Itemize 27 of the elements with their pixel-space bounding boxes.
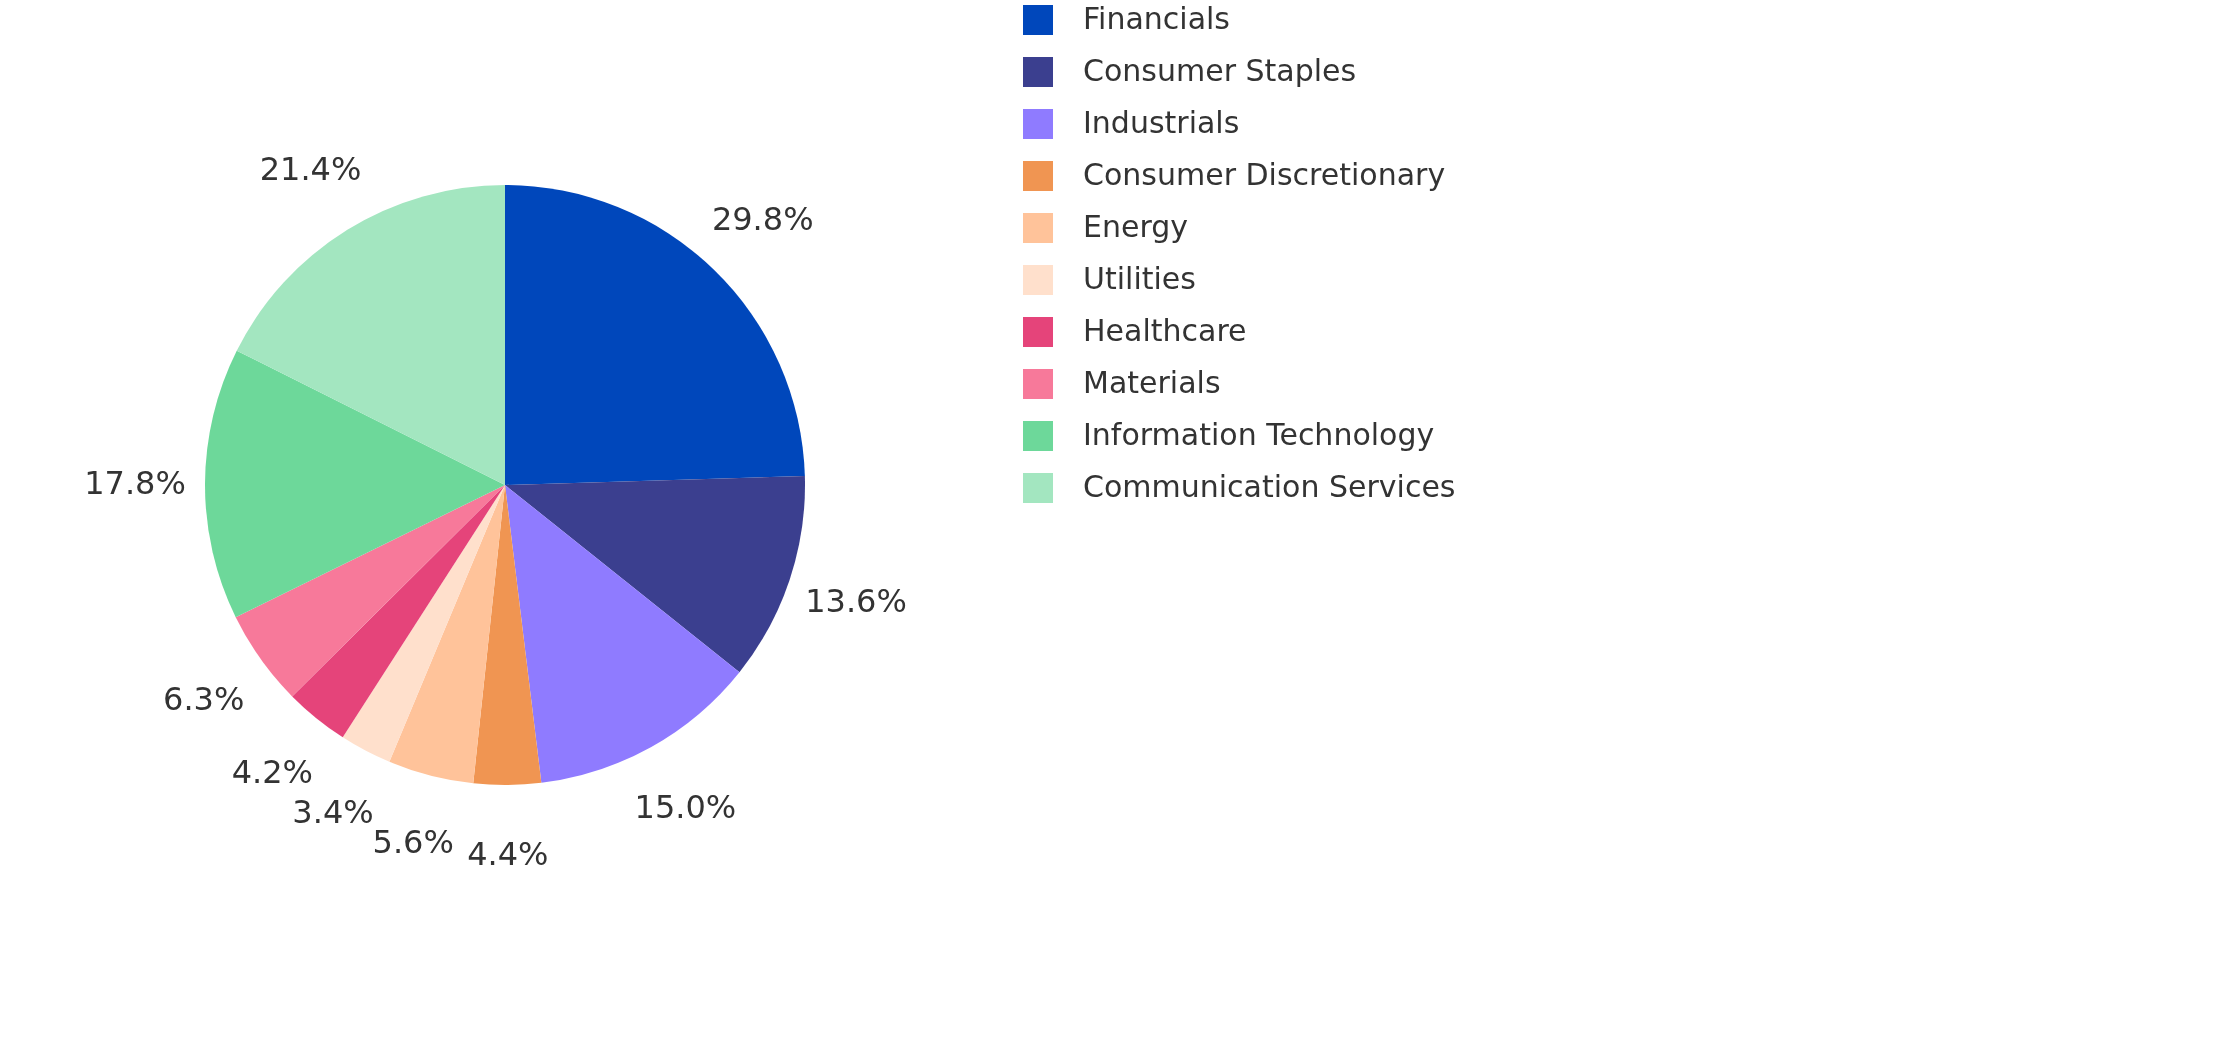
legend-label: Energy bbox=[1083, 209, 1189, 244]
legend-label: Materials bbox=[1083, 365, 1221, 400]
data-label: 4.4% bbox=[467, 834, 549, 873]
pie-slice bbox=[505, 485, 740, 783]
legend-label: Utilities bbox=[1083, 261, 1196, 296]
legend-label: Consumer Staples bbox=[1083, 53, 1357, 88]
legend-label: Healthcare bbox=[1083, 313, 1247, 348]
legend-label: Financials bbox=[1083, 1, 1230, 36]
data-label: 6.3% bbox=[163, 679, 245, 718]
pie-slice bbox=[389, 485, 505, 784]
data-label: 5.6% bbox=[372, 823, 454, 862]
legend-label: Communication Services bbox=[1083, 469, 1456, 504]
pie-slice bbox=[342, 485, 505, 762]
legend-label: Consumer Discretionary bbox=[1083, 157, 1446, 192]
data-label: 21.4% bbox=[259, 150, 362, 189]
legend-label: Industrials bbox=[1083, 105, 1240, 140]
pie-slice bbox=[505, 476, 805, 673]
pie-slice bbox=[236, 185, 505, 485]
data-label: 13.6% bbox=[805, 582, 907, 621]
pie-slice bbox=[292, 485, 505, 738]
pie-slice bbox=[205, 350, 505, 618]
data-label: 29.8% bbox=[711, 199, 814, 238]
data-label: 15.0% bbox=[634, 788, 737, 827]
legend-label: Information Technology bbox=[1083, 417, 1435, 452]
data-label: 3.4% bbox=[292, 792, 374, 831]
data-label: 4.2% bbox=[231, 752, 313, 791]
data-label: 17.8% bbox=[84, 463, 186, 502]
